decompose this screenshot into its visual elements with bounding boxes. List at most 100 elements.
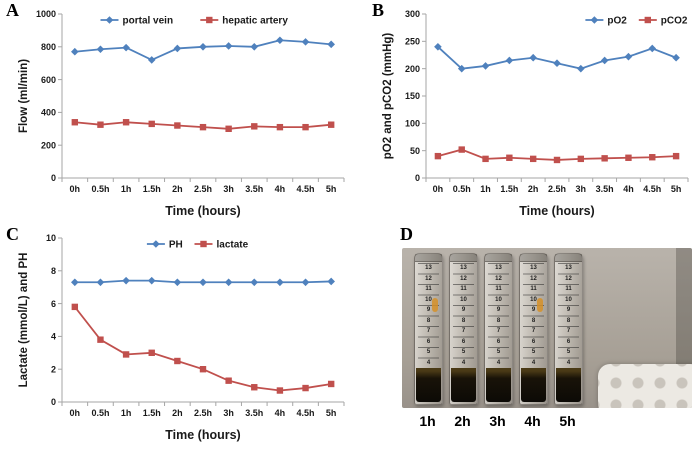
svg-text:4.5h: 4.5h xyxy=(643,184,661,194)
svg-text:5h: 5h xyxy=(326,184,337,194)
perfusate-liquid xyxy=(521,368,546,402)
blood-gas-chart: 0 50 100 150 200 250 300 0h 0.5h 1h 1.5h 2h 2.5h 3h 3.… xyxy=(380,4,696,220)
svg-text:8: 8 xyxy=(51,266,56,276)
svg-text:0h: 0h xyxy=(70,184,81,194)
svg-text:6: 6 xyxy=(51,299,56,309)
svg-text:200: 200 xyxy=(41,140,56,150)
svg-text:5h: 5h xyxy=(671,184,682,194)
svg-text:1h: 1h xyxy=(121,184,132,194)
flow-chart: 0 200 400 600 800 1000 0h 0.5h 1h 1.5h 2h 2.5h 3h 3.5… xyxy=(16,4,352,220)
syringe-tube: 13 12 11 10 9 8 7 6 5 4 xyxy=(449,253,478,405)
svg-text:5h: 5h xyxy=(326,408,337,418)
svg-text:600: 600 xyxy=(41,75,56,85)
syringe-tube: 13 12 11 10 9 8 7 6 5 4 xyxy=(519,253,548,405)
svg-text:Time (hours): Time (hours) xyxy=(165,428,240,442)
svg-text:2h: 2h xyxy=(172,184,183,194)
svg-text:2: 2 xyxy=(51,364,56,374)
tube-time-label: 3h xyxy=(489,413,506,429)
panel-label-c: C xyxy=(6,224,19,244)
svg-text:2.5h: 2.5h xyxy=(194,408,212,418)
svg-text:portal vein: portal vein xyxy=(123,16,174,27)
svg-text:3h: 3h xyxy=(223,184,234,194)
tube-time-label: 4h xyxy=(524,413,541,429)
perfusate-liquid xyxy=(416,368,441,402)
svg-text:1.5h: 1.5h xyxy=(143,184,161,194)
svg-text:0: 0 xyxy=(51,173,56,183)
syringe-scale: 13 12 11 10 9 8 7 6 5 4 xyxy=(558,263,579,369)
svg-text:pO2 and pCO2 (mmHg): pO2 and pCO2 (mmHg) xyxy=(382,33,394,160)
svg-text:PH: PH xyxy=(169,240,183,251)
svg-text:0h: 0h xyxy=(70,408,81,418)
perfusate-liquid xyxy=(451,368,476,402)
svg-text:50: 50 xyxy=(410,146,420,156)
svg-text:300: 300 xyxy=(405,9,420,19)
svg-text:4h: 4h xyxy=(623,184,634,194)
white-rack xyxy=(598,364,692,408)
tube-time-label: 5h xyxy=(559,413,576,429)
svg-text:hepatic artery: hepatic artery xyxy=(222,16,288,27)
svg-text:4h: 4h xyxy=(275,184,286,194)
svg-text:10: 10 xyxy=(46,233,56,243)
panel-label-b: B xyxy=(372,0,385,20)
svg-text:4: 4 xyxy=(51,332,56,342)
panel-label-d: D xyxy=(400,224,413,244)
svg-text:150: 150 xyxy=(405,91,420,101)
svg-text:0h: 0h xyxy=(433,184,444,194)
svg-text:1.5h: 1.5h xyxy=(143,408,161,418)
svg-text:pO2: pO2 xyxy=(607,16,627,27)
syringe-cap xyxy=(485,254,512,262)
svg-text:3h: 3h xyxy=(223,408,234,418)
panel-label-a: A xyxy=(6,0,19,20)
svg-text:3.5h: 3.5h xyxy=(245,408,263,418)
svg-text:1h: 1h xyxy=(121,408,132,418)
syringe-tube: 13 12 11 10 9 8 7 6 5 4 xyxy=(484,253,513,405)
syringe-tube: 13 12 11 10 9 8 7 6 5 4 xyxy=(414,253,443,405)
svg-text:2.5h: 2.5h xyxy=(548,184,566,194)
syringe-cap xyxy=(450,254,477,262)
svg-text:1000: 1000 xyxy=(36,9,56,19)
svg-text:250: 250 xyxy=(405,37,420,47)
perfusate-samples-photo: 13 12 11 10 9 8 7 6 5 4 13 12 11 10 9 8 7 6 5 4 13 12 11 10 9 8 7 6… xyxy=(402,248,692,408)
svg-text:4.5h: 4.5h xyxy=(297,184,315,194)
perfusate-liquid xyxy=(556,368,581,402)
syringe-tube: 13 12 11 10 9 8 7 6 5 4 xyxy=(554,253,583,405)
svg-text:4h: 4h xyxy=(275,408,286,418)
svg-text:0.5h: 0.5h xyxy=(91,184,109,194)
svg-text:2h: 2h xyxy=(172,408,183,418)
tube-time-label: 2h xyxy=(454,413,471,429)
svg-text:lactate: lactate xyxy=(217,240,249,251)
svg-text:pCO2: pCO2 xyxy=(661,16,688,27)
syringe-scale: 13 12 11 10 9 8 7 6 5 4 xyxy=(523,263,544,369)
svg-text:2h: 2h xyxy=(528,184,539,194)
perfusate-liquid xyxy=(486,368,511,402)
svg-text:1h: 1h xyxy=(480,184,491,194)
syringe-cap xyxy=(555,254,582,262)
syringe-scale: 13 12 11 10 9 8 7 6 5 4 xyxy=(418,263,439,369)
svg-text:0.5h: 0.5h xyxy=(453,184,471,194)
syringe-scale: 13 12 11 10 9 8 7 6 5 4 xyxy=(488,263,509,369)
svg-text:3h: 3h xyxy=(576,184,587,194)
svg-text:4.5h: 4.5h xyxy=(297,408,315,418)
syringe-scale: 13 12 11 10 9 8 7 6 5 4 xyxy=(453,263,474,369)
ph-lactate-chart: 0 2 4 6 8 10 0h 0.5h 1h 1.5h 2h 2.5h 3h 3.5h 4h 4.5h 5h P… xyxy=(16,228,352,444)
svg-text:0.5h: 0.5h xyxy=(91,408,109,418)
syringe-cap xyxy=(415,254,442,262)
svg-text:400: 400 xyxy=(41,108,56,118)
svg-text:Time (hours): Time (hours) xyxy=(165,204,240,218)
svg-text:200: 200 xyxy=(405,64,420,74)
svg-text:Time (hours): Time (hours) xyxy=(519,204,594,218)
svg-text:3.5h: 3.5h xyxy=(245,184,263,194)
svg-text:2.5h: 2.5h xyxy=(194,184,212,194)
tube-time-label: 1h xyxy=(419,413,436,429)
syringe-cap xyxy=(520,254,547,262)
svg-text:0: 0 xyxy=(51,397,56,407)
svg-text:800: 800 xyxy=(41,42,56,52)
svg-text:1.5h: 1.5h xyxy=(500,184,518,194)
svg-text:100: 100 xyxy=(405,119,420,129)
svg-text:Lactate (mmol/L) and PH: Lactate (mmol/L) and PH xyxy=(18,253,30,388)
svg-text:Flow (ml/min): Flow (ml/min) xyxy=(18,59,30,133)
svg-text:0: 0 xyxy=(415,173,420,183)
tube-labels-row: 1h 2h 3h 4h 5h xyxy=(402,411,692,439)
svg-text:3.5h: 3.5h xyxy=(596,184,614,194)
